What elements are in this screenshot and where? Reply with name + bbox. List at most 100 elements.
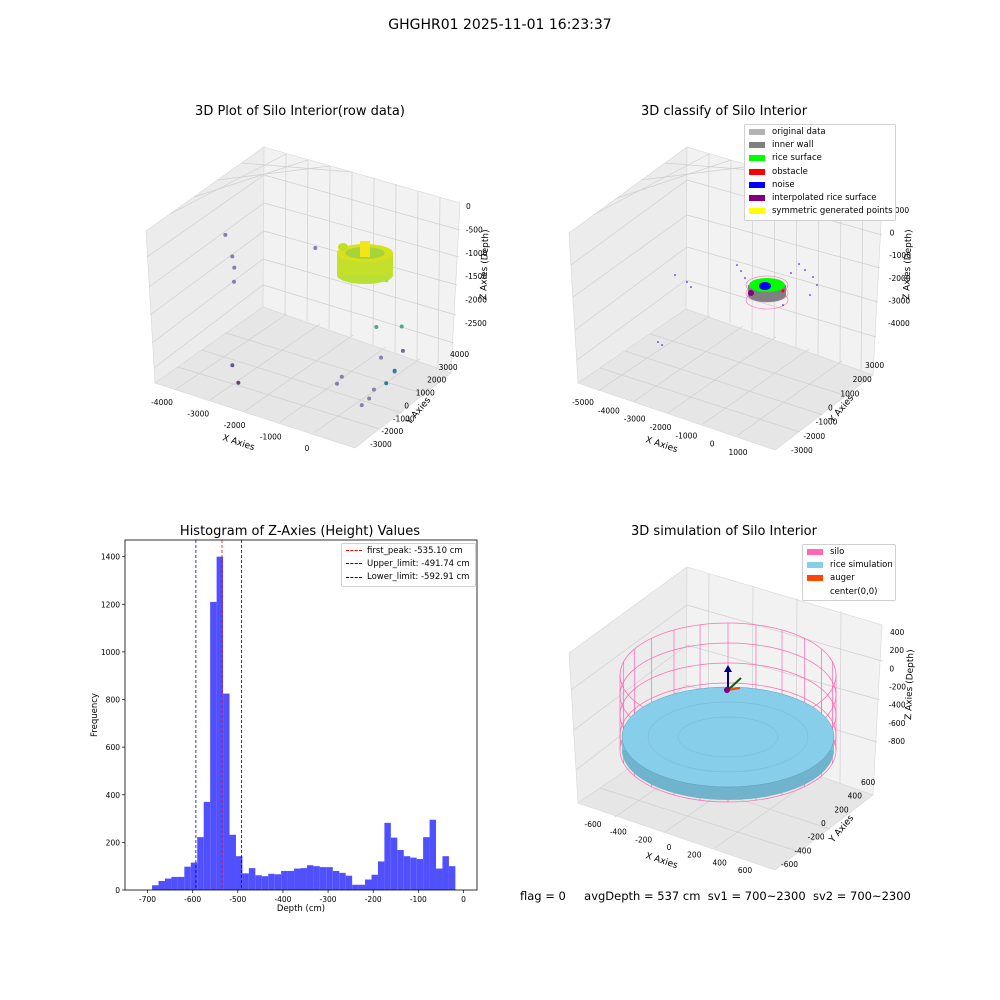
p2-y-tick-label: 1000: [840, 389, 859, 398]
panel3-title: Histogram of Z-Axies (Height) Values: [179, 524, 421, 539]
p2-noise-point: [790, 272, 792, 274]
histogram-bar: [248, 868, 256, 890]
legend-entry: symmetric generated points: [745, 205, 895, 218]
p4-y-tick-label: -400: [794, 846, 811, 855]
legend-entry: Lower_limit: -592.91 cm: [342, 571, 475, 584]
p1-point: [399, 324, 404, 329]
p1-point: [335, 381, 340, 386]
panel4-3d-plot: -600 -400 -200 0 200 400 600 -600 -400 -200 0 200 4…: [568, 566, 915, 875]
p2-noise-point: [744, 277, 746, 279]
legend-swatch: [807, 548, 823, 555]
p2-classified-points: [657, 263, 818, 346]
legend-label: Lower_limit: -592.91 cm: [367, 572, 470, 583]
histogram-bar: [326, 867, 333, 890]
histogram-y-tick-label: 0: [115, 886, 120, 895]
p1-x-tick-label: -3000: [187, 410, 209, 419]
p2-noise-point: [816, 284, 818, 286]
p4-auger: [724, 665, 742, 693]
p1-x-tick-label: -2000: [224, 421, 246, 430]
histogram-bar: [365, 879, 372, 890]
p4-z-ticks: -800 -600 -400 -200 0 200 400: [888, 628, 906, 746]
histogram-bar: [152, 885, 159, 890]
p1-point: [400, 348, 405, 353]
histogram-bar: [255, 875, 262, 890]
legend-line-swatch: [346, 576, 362, 578]
legend-entry: rice surface: [745, 152, 895, 165]
histogram-bar: [371, 874, 378, 890]
histogram-bar: [216, 556, 224, 890]
legend-entry: original data: [745, 125, 895, 138]
histogram-bar: [306, 865, 314, 890]
p2-noise-point: [674, 274, 676, 276]
legend-label: obstacle: [772, 166, 808, 177]
p2-y-tick-label: -1000: [816, 418, 838, 427]
histogram-bar: [352, 884, 359, 890]
p2-noise-point: [661, 344, 663, 346]
histogram-bar: [436, 868, 443, 890]
p4-x-tick-label: 0: [667, 843, 672, 852]
p1-point: [392, 368, 397, 373]
histogram-bar: [319, 867, 327, 890]
p1-y-ticks: -3000 -2000 -1000 0 1000 2000 3000 4000: [370, 350, 469, 449]
histogram-bar: [294, 868, 301, 890]
legend-entry: center(0,0): [803, 585, 895, 598]
histogram-bar: [384, 822, 391, 890]
p4-x-tick-label: -400: [610, 828, 627, 837]
sv1-text: sv1 = 700~2300: [707, 889, 806, 903]
p1-z-tick-label: -1500: [465, 272, 487, 281]
histogram-bar: [261, 876, 269, 890]
figure-title: GHGHR01 2025-11-01 16:23:37: [388, 17, 612, 33]
flag-text: flag = 0: [520, 889, 566, 903]
p4-xlabel: X Axies: [644, 851, 679, 871]
p4-rice-simulation: [621, 686, 835, 800]
p2-y-tick-label: 3000: [865, 361, 884, 370]
p2-z-tick-label: -2000: [889, 274, 911, 283]
histogram-x-tick-label: -600: [184, 895, 201, 904]
p1-z-ticks: -2500 -2000 -1500 -1000 -500 0: [465, 202, 488, 328]
legend-swatch: [807, 588, 823, 595]
legend-entry: silo: [803, 545, 895, 558]
legend-swatch: [807, 575, 823, 582]
legend-label: rice simulation: [830, 559, 893, 570]
p1-point: [223, 232, 228, 237]
histogram-xlabel: Depth (cm): [277, 904, 325, 914]
legend-swatch: [749, 141, 765, 148]
histogram-bar: [164, 878, 172, 890]
histogram-bar: [397, 850, 404, 890]
p1-y-tick-label: 2000: [427, 376, 446, 385]
p2-noise-point: [686, 281, 688, 283]
p2-x-tick-label: -1000: [675, 431, 697, 440]
p1-point: [339, 374, 344, 379]
p4-x-tick-label: -600: [584, 820, 601, 829]
histogram-bar: [377, 861, 385, 890]
p4-x-tick-label: -200: [635, 835, 652, 844]
legend-label: inner wall: [772, 139, 814, 150]
p1-zlabel: Z Axies (Depth): [479, 229, 490, 300]
histogram-x-tick-label: -100: [410, 895, 427, 904]
p4-z-tick-label: -400: [889, 701, 906, 710]
p1-gridlines: [146, 153, 461, 433]
histogram-bar: [184, 866, 191, 890]
p2-y-tick-label: -3000: [791, 446, 813, 455]
p2-z-tick-label: 0: [890, 229, 895, 238]
legend-entry: first_peak: -535.10 cm: [342, 544, 475, 557]
histogram-x-tick-label: -200: [365, 895, 382, 904]
panel2-title: 3D classify of Silo Interior: [640, 104, 808, 119]
histogram-bar: [229, 834, 236, 890]
p2-noise-point: [809, 294, 811, 296]
p4-y-tick-label: 400: [848, 792, 863, 801]
p2-noise-point: [812, 276, 814, 278]
p1-point: [379, 355, 384, 360]
histogram-bar: [171, 876, 178, 890]
histogram-bar: [274, 874, 282, 890]
p1-point: [384, 381, 389, 386]
p1-y-tick-label: 1000: [416, 389, 435, 398]
histogram-bar: [423, 837, 430, 890]
p1-y-tick-label: 0: [404, 401, 409, 410]
p1-z-tick-label: -1000: [466, 249, 488, 258]
p1-y-tick-label: -3000: [370, 440, 392, 449]
histogram-y-tick-label: 600: [106, 743, 121, 752]
histogram-y-ticks: 0 200 400 600 800 1000 1200 1400: [101, 553, 125, 895]
p1-z-tick-label: -2000: [465, 296, 487, 305]
legend-swatch: [807, 561, 823, 568]
